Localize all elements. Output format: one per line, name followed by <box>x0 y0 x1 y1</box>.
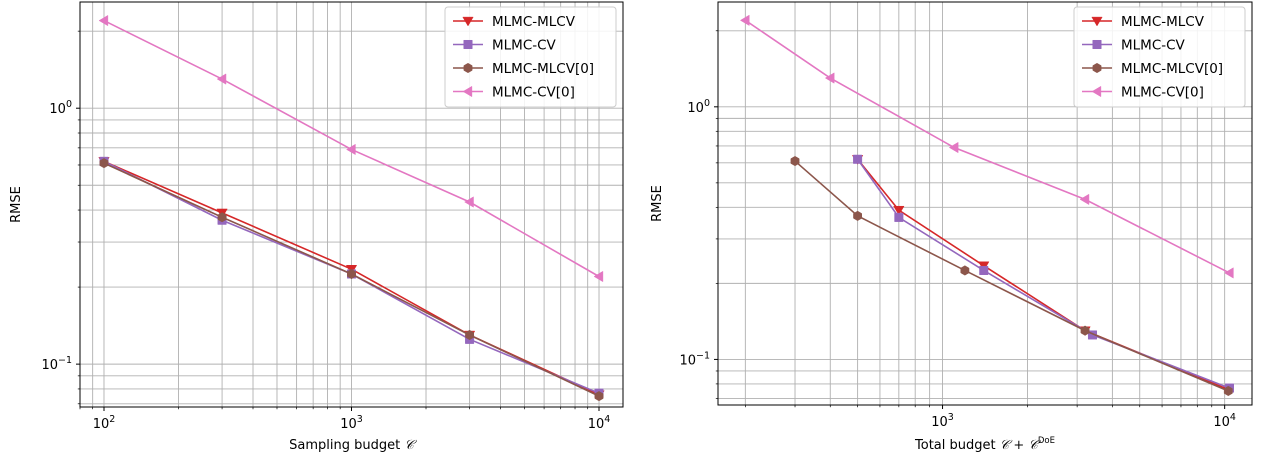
data-point <box>739 14 750 26</box>
series-mlmc-cv-0- <box>98 14 604 283</box>
series-mlmc-mlcv <box>851 155 1234 395</box>
x-tick-label: 104 <box>1213 412 1236 430</box>
legend-item: MLMC-CV <box>1082 38 1186 54</box>
legend-label: MLMC-MLCV[0] <box>492 61 594 77</box>
y-axis-label: RMSE <box>9 186 24 223</box>
data-point <box>1224 267 1234 279</box>
y-axis-label: RMSE <box>650 185 665 222</box>
data-point <box>979 265 989 275</box>
data-point <box>790 155 800 167</box>
data-point <box>824 72 835 84</box>
legend-item: MLMC-CV[0] <box>453 85 575 101</box>
axes-frame <box>717 1 1253 406</box>
y-tick-label: 100 <box>687 98 710 116</box>
legend-marker <box>463 39 473 50</box>
y-tick-label: 100 <box>49 99 72 117</box>
data-point <box>960 265 970 276</box>
legend-box <box>1073 6 1246 108</box>
legend: MLMC-MLCV MLMC-CV MLMC-MLCV[0] MLMC-CV[0] <box>444 6 617 108</box>
legend-marker <box>462 16 474 27</box>
x-tick-label: 102 <box>93 414 116 432</box>
series-line <box>856 158 1229 391</box>
chart-1: 102 103 104 10−1 100 Sampling budget 𝒞 RMSE MLM… <box>9 1 624 453</box>
legend-marker <box>1091 85 1102 98</box>
data-point <box>853 154 863 164</box>
data-point <box>346 143 356 156</box>
x-tick-label: 104 <box>588 414 611 432</box>
data-point <box>594 391 604 402</box>
series-line <box>856 158 1230 389</box>
legend-label: MLMC-CV <box>1121 38 1186 54</box>
x-tick-label: 103 <box>931 412 954 430</box>
series-mlmc-mlcv-0- <box>99 158 604 402</box>
data-point <box>593 270 604 283</box>
y-tick-label: 10−1 <box>679 350 710 368</box>
legend-box <box>444 6 617 108</box>
data-point <box>347 268 356 280</box>
data-point <box>98 14 109 27</box>
legend-label: MLMC-MLCV <box>1121 14 1205 30</box>
legend-marker <box>463 62 473 74</box>
legend-marker <box>1091 16 1103 27</box>
x-axis-label: Total budget 𝒞 + 𝒞DoE <box>914 436 1055 453</box>
data-point <box>1079 193 1090 206</box>
data-point <box>853 210 863 221</box>
x-tick-label: 103 <box>340 414 363 432</box>
data-point <box>893 205 905 216</box>
chart-2: 103 104 10−1 100 Total budget 𝒞 + 𝒞DoE RMSE ML… <box>650 1 1253 453</box>
data-point <box>216 73 227 85</box>
legend-item: MLMC-CV <box>453 38 557 54</box>
legend-item: MLMC-MLCV[0] <box>453 61 594 77</box>
series-mlmc-cv-0- <box>739 14 1234 279</box>
legend-label: MLMC-CV[0] <box>492 85 575 101</box>
legend: MLMC-MLCV MLMC-CV MLMC-MLCV[0] MLMC-CV[0] <box>1073 6 1246 108</box>
data-point <box>1080 325 1090 336</box>
legend-label: MLMC-CV <box>492 38 557 54</box>
legend-marker <box>462 85 473 98</box>
data-point <box>99 158 109 169</box>
data-point <box>948 141 959 154</box>
y-tick-label: 10−1 <box>41 355 72 373</box>
series-line <box>794 160 1229 392</box>
legend-item: MLMC-MLCV <box>1082 14 1205 30</box>
legend-marker <box>1092 39 1102 50</box>
data-point <box>1223 385 1233 397</box>
series-mlmc-cv <box>853 154 1234 393</box>
x-axis-label: Sampling budget 𝒞 <box>289 438 417 453</box>
legend-label: MLMC-CV[0] <box>1121 85 1204 101</box>
data-point <box>465 329 474 341</box>
data-point <box>894 212 904 222</box>
axes-frame <box>79 1 624 408</box>
legend-label: MLMC-MLCV[0] <box>1121 61 1223 77</box>
series-mlmc-mlcv-0- <box>790 155 1233 397</box>
legend-item: MLMC-MLCV[0] <box>1082 61 1223 77</box>
legend-item: MLMC-CV[0] <box>1082 85 1204 101</box>
data-point <box>464 196 474 208</box>
legend-label: MLMC-MLCV <box>492 14 576 30</box>
legend-marker <box>1092 62 1102 74</box>
data-point <box>217 212 227 223</box>
legend-item: MLMC-MLCV <box>453 14 576 30</box>
